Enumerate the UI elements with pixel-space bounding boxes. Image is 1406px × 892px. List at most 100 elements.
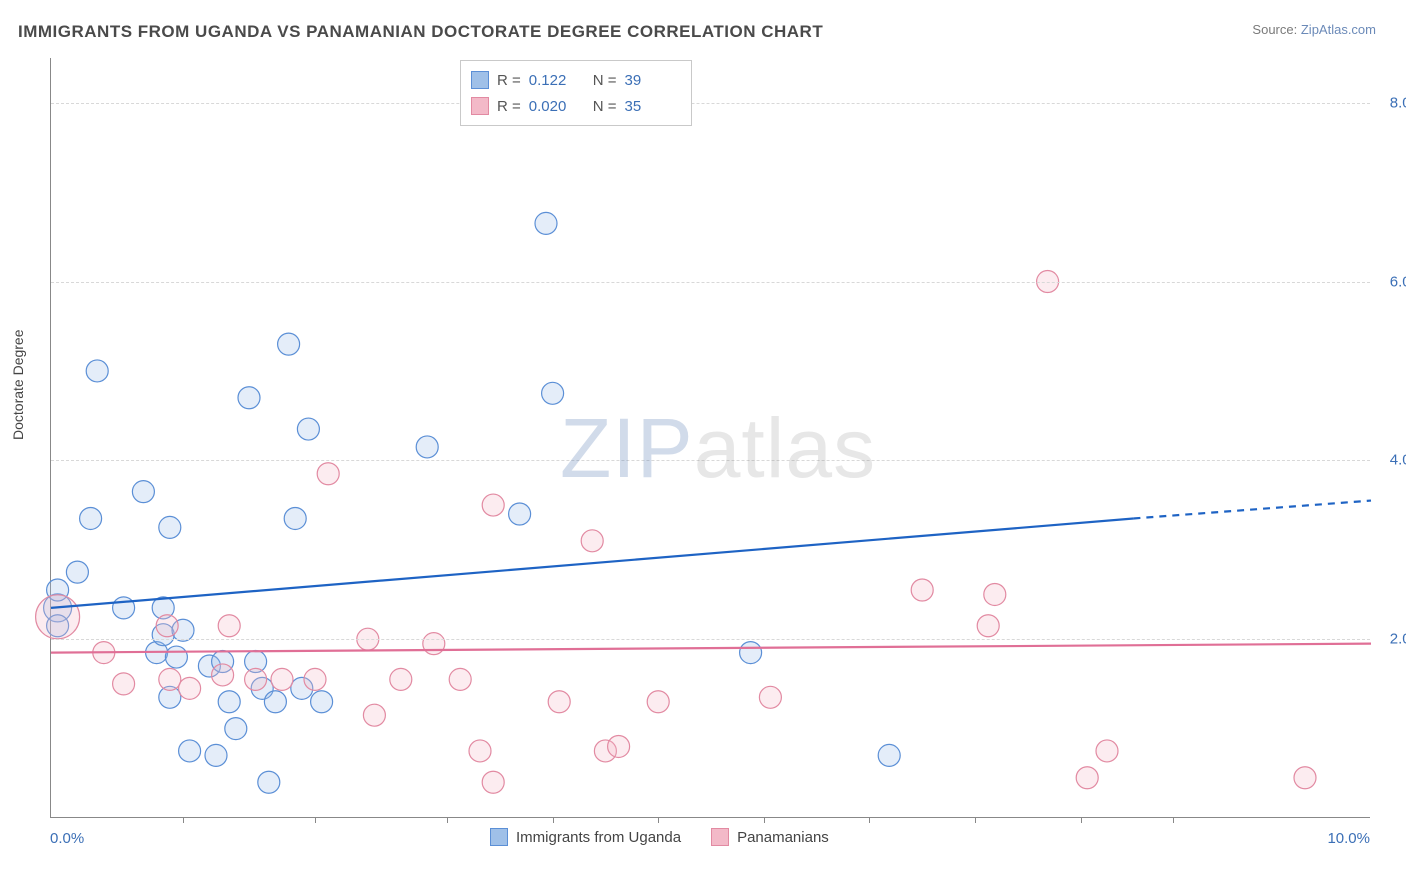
plot-area: 2.0%4.0%6.0%8.0%: [50, 58, 1370, 818]
data-point: [1096, 740, 1118, 762]
x-tick: [975, 817, 976, 823]
data-point: [608, 735, 630, 757]
x-tick: [183, 817, 184, 823]
stat-r-value: 0.020: [529, 98, 585, 115]
data-point: [205, 744, 227, 766]
data-point: [159, 516, 181, 538]
data-point: [179, 740, 201, 762]
source-link[interactable]: ZipAtlas.com: [1301, 22, 1376, 37]
data-point: [482, 494, 504, 516]
data-point: [113, 673, 135, 695]
data-point: [542, 382, 564, 404]
x-tick: [658, 817, 659, 823]
stat-n-label: N =: [593, 72, 617, 89]
stat-r-label: R =: [497, 98, 521, 115]
data-point: [416, 436, 438, 458]
data-point: [535, 212, 557, 234]
gridline: [51, 103, 1370, 104]
y-tick-label: 6.0%: [1390, 273, 1406, 290]
gridline: [51, 282, 1370, 283]
legend-swatch: [711, 828, 729, 846]
data-point: [647, 691, 669, 713]
chart-svg: [51, 58, 1370, 817]
data-point: [80, 507, 102, 529]
data-point: [449, 668, 471, 690]
x-tick: [869, 817, 870, 823]
data-point: [1076, 767, 1098, 789]
stat-n-label: N =: [593, 98, 617, 115]
data-point: [548, 691, 570, 713]
chart-title: IMMIGRANTS FROM UGANDA VS PANAMANIAN DOC…: [18, 22, 823, 42]
stat-n-value: 39: [625, 72, 681, 89]
y-tick-label: 2.0%: [1390, 631, 1406, 648]
data-point: [363, 704, 385, 726]
trend-line-extrapolated: [1133, 501, 1371, 519]
data-point: [311, 691, 333, 713]
stats-legend-box: R = 0.122 N = 39 R = 0.020 N = 35: [460, 60, 692, 126]
stat-r-value: 0.122: [529, 72, 585, 89]
data-point: [238, 387, 260, 409]
y-tick-label: 8.0%: [1390, 94, 1406, 111]
data-point: [317, 463, 339, 485]
y-tick-label: 4.0%: [1390, 452, 1406, 469]
data-point: [245, 668, 267, 690]
data-point: [297, 418, 319, 440]
data-point: [740, 642, 762, 664]
source-attribution: Source: ZipAtlas.com: [1252, 22, 1376, 37]
data-point: [1294, 767, 1316, 789]
legend-item: Panamanians: [711, 828, 829, 846]
x-tick: [553, 817, 554, 823]
data-point: [156, 615, 178, 637]
series-swatch: [471, 97, 489, 115]
data-point: [218, 691, 240, 713]
data-point: [212, 664, 234, 686]
data-point: [165, 646, 187, 668]
data-point: [132, 481, 154, 503]
data-point: [581, 530, 603, 552]
data-point: [482, 771, 504, 793]
data-point: [284, 507, 306, 529]
data-point: [179, 677, 201, 699]
data-point: [509, 503, 531, 525]
x-tick: [1173, 817, 1174, 823]
data-point: [225, 718, 247, 740]
x-axis-min-label: 0.0%: [50, 830, 84, 847]
source-label: Source:: [1252, 22, 1297, 37]
data-point: [977, 615, 999, 637]
series-swatch: [471, 71, 489, 89]
data-point: [258, 771, 280, 793]
legend-swatch: [490, 828, 508, 846]
data-point: [159, 668, 181, 690]
stats-row: R = 0.122 N = 39: [471, 67, 681, 93]
legend-label: Immigrants from Uganda: [516, 829, 681, 846]
data-point: [911, 579, 933, 601]
gridline: [51, 460, 1370, 461]
data-point: [423, 633, 445, 655]
legend-bottom: Immigrants from Uganda Panamanians: [490, 828, 829, 846]
data-point: [271, 668, 293, 690]
data-point: [218, 615, 240, 637]
data-point: [86, 360, 108, 382]
x-tick: [1081, 817, 1082, 823]
legend-item: Immigrants from Uganda: [490, 828, 681, 846]
y-axis-title: Doctorate Degree: [10, 329, 26, 440]
stat-r-label: R =: [497, 72, 521, 89]
data-point: [390, 668, 412, 690]
data-point: [264, 691, 286, 713]
data-point: [759, 686, 781, 708]
x-tick: [447, 817, 448, 823]
data-point: [36, 595, 80, 639]
data-point: [278, 333, 300, 355]
data-point: [469, 740, 491, 762]
x-axis-max-label: 10.0%: [1327, 830, 1370, 847]
data-point: [66, 561, 88, 583]
stats-row: R = 0.020 N = 35: [471, 93, 681, 119]
x-tick: [315, 817, 316, 823]
stat-n-value: 35: [625, 98, 681, 115]
trend-line: [51, 644, 1371, 653]
legend-label: Panamanians: [737, 829, 829, 846]
data-point: [878, 744, 900, 766]
x-tick: [764, 817, 765, 823]
data-point: [984, 583, 1006, 605]
data-point: [304, 668, 326, 690]
